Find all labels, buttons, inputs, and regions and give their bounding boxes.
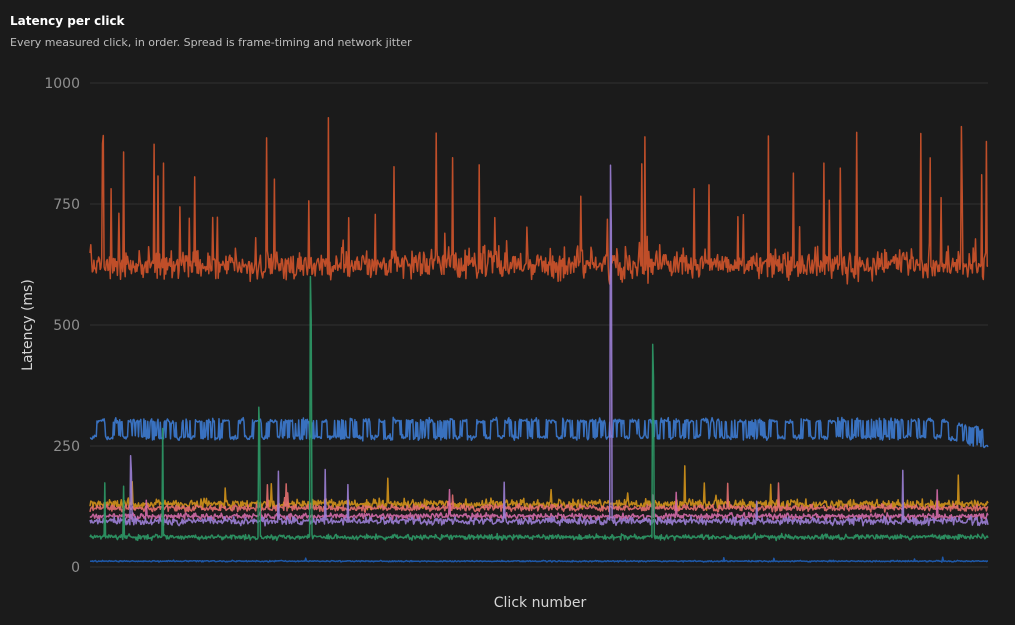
series-line-1 bbox=[89, 416, 989, 449]
y-tick-labels: 0 250 500 750 1000 bbox=[44, 76, 80, 576]
y-tick-label: 750 bbox=[53, 197, 80, 213]
series-lines bbox=[89, 117, 989, 563]
chart-title: Latency per click bbox=[10, 14, 125, 28]
series-line-4 bbox=[89, 275, 989, 542]
y-axis-label: Latency (ms) bbox=[20, 279, 36, 371]
grid-lines bbox=[90, 82, 988, 568]
y-tick-label: 1000 bbox=[44, 76, 80, 92]
series-line-0 bbox=[89, 117, 989, 285]
x-axis-label: Click number bbox=[494, 595, 587, 611]
series-line-2 bbox=[89, 465, 989, 511]
y-tick-label: 500 bbox=[53, 318, 80, 334]
series-line-5 bbox=[89, 164, 989, 527]
y-tick-label: 250 bbox=[53, 439, 80, 455]
series-line-6 bbox=[89, 488, 989, 521]
y-tick-label: 0 bbox=[71, 560, 80, 576]
series-line-3 bbox=[89, 482, 989, 514]
series-line-7 bbox=[89, 556, 989, 563]
chart-subtitle: Every measured click, in order. Spread i… bbox=[10, 36, 412, 49]
